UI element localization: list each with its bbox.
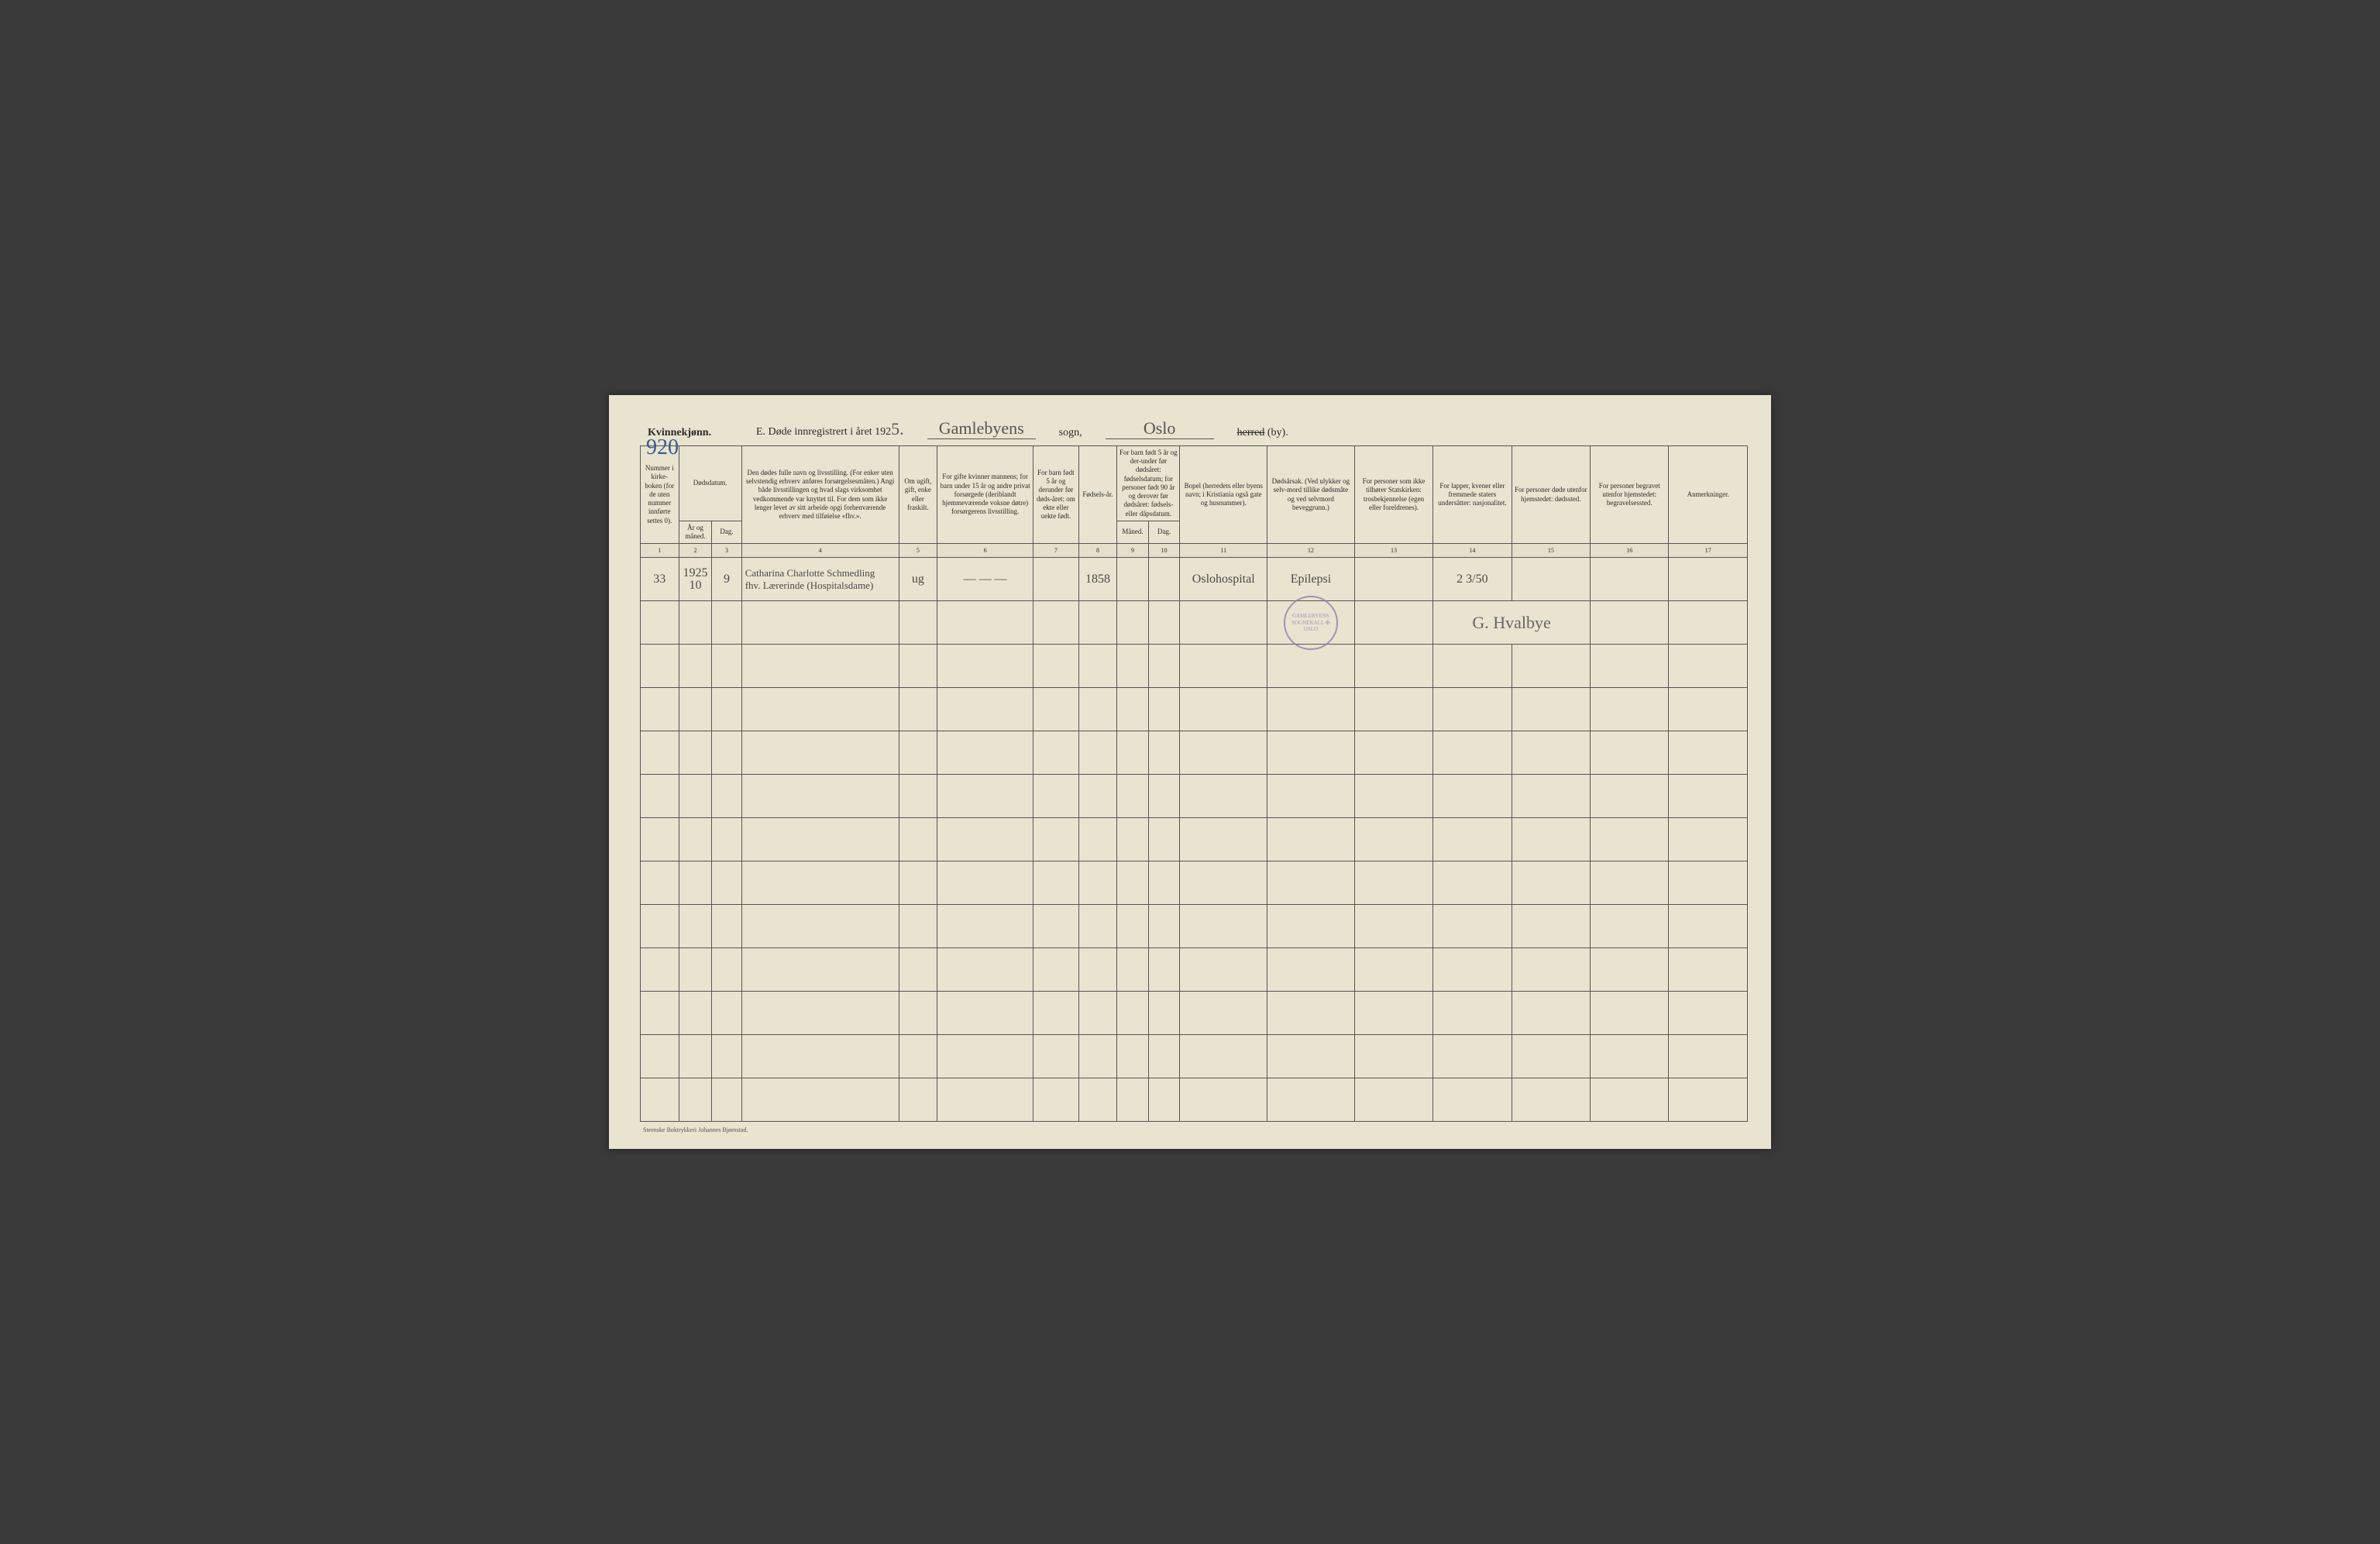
table-row: [641, 1035, 1748, 1078]
entry-number: 33: [641, 558, 679, 601]
table-row: [641, 688, 1748, 731]
table-row: [641, 818, 1748, 861]
col-header: For lapper, kvener eller fremmede stater…: [1433, 445, 1512, 544]
col-num: 9: [1117, 544, 1149, 558]
col-num: 6: [937, 544, 1034, 558]
col-num: 2: [679, 544, 712, 558]
col-header: For barn født 5 år og der-under før døds…: [1117, 445, 1180, 521]
ledger-page: Kvinnekjønn. E. Døde innregistrert i åre…: [609, 395, 1771, 1150]
entry-birth-year: 1858: [1078, 558, 1117, 601]
table-row: GAMLEBYENS SOGNEKALL ✠ OSLO G. Hvalbye: [641, 601, 1748, 645]
signature-cell: G. Hvalbye: [1433, 601, 1591, 645]
table-row: [641, 861, 1748, 905]
entry-residence: Oslohospital: [1180, 558, 1267, 601]
col-subheader: Dag.: [1148, 521, 1180, 544]
signature: G. Hvalbye: [1472, 613, 1550, 632]
table-row: [641, 1078, 1748, 1122]
entry-year: 1925: [681, 567, 710, 579]
col-subheader: Dag.: [712, 521, 741, 544]
district-label-tail: (by).: [1264, 427, 1288, 438]
district-label-strike: herred: [1237, 427, 1265, 438]
title-prefix: E. Døde innregistrert i året 192: [756, 426, 891, 438]
col-num: 1: [641, 544, 679, 558]
col-num: 7: [1034, 544, 1079, 558]
entry-birth-day: [1148, 558, 1180, 601]
col-num: 3: [712, 544, 741, 558]
table-body: 33 1925 10 9 Catharina Charlotte Schmedl…: [641, 558, 1748, 1122]
col-num: 14: [1433, 544, 1512, 558]
entry-month: 10: [681, 579, 710, 592]
col-header: For personer som ikke tilhører Statskirk…: [1354, 445, 1432, 544]
table-row: [641, 948, 1748, 992]
table-row: [641, 731, 1748, 775]
district-value: Oslo: [1106, 418, 1214, 439]
col-header: Dødsårsak. (Ved ulykker og selv-mord til…: [1267, 445, 1355, 544]
table-header: Nummer i kirke- boken (for de uten numme…: [641, 445, 1748, 558]
col-num: 12: [1267, 544, 1355, 558]
table-row: [641, 992, 1748, 1035]
parish-value: Gamlebyens: [927, 418, 1036, 439]
entry-ekte: [1034, 558, 1079, 601]
col-header: Nummer i kirke- boken (for de uten numme…: [641, 445, 679, 544]
ledger-table: Nummer i kirke- boken (for de uten numme…: [640, 445, 1748, 1123]
col-header: For gifte kvinner mannens; for barn unde…: [937, 445, 1034, 544]
col-num: 8: [1078, 544, 1117, 558]
page-number: 920: [646, 435, 679, 460]
entry-deathplace: [1512, 558, 1590, 601]
entry-nationality: 2 3/50: [1433, 558, 1512, 601]
entry-cause: Epilepsi: [1267, 558, 1355, 601]
entry-burialplace: [1591, 558, 1669, 601]
col-subheader: Måned.: [1117, 521, 1149, 544]
col-subheader: År og måned.: [679, 521, 712, 544]
col-num: 16: [1591, 544, 1669, 558]
col-num: 5: [899, 544, 937, 558]
entry-faith: [1354, 558, 1432, 601]
entry-status: ug: [899, 558, 937, 601]
col-num: 4: [741, 544, 899, 558]
parish-label: sogn,: [1059, 427, 1082, 439]
col-header: Fødsels-år.: [1078, 445, 1117, 544]
col-header: Anmerkninger.: [1669, 445, 1748, 544]
parish-stamp: GAMLEBYENS SOGNEKALL ✠ OSLO: [1284, 596, 1338, 650]
table-row: 33 1925 10 9 Catharina Charlotte Schmedl…: [641, 558, 1748, 601]
page-header: Kvinnekjønn. E. Døde innregistrert i åre…: [640, 418, 1748, 439]
entry-day: 9: [712, 558, 741, 601]
entry-name: Catharina Charlotte Schmedling fhv. Lære…: [741, 558, 899, 601]
col-header: For barn født 5 år og derunder før døds-…: [1034, 445, 1079, 544]
col-num: 11: [1180, 544, 1267, 558]
entry-guardian: — — —: [937, 558, 1034, 601]
table-row: [641, 905, 1748, 948]
entry-year-month: 1925 10: [679, 558, 712, 601]
col-num: 13: [1354, 544, 1432, 558]
stamp-cell: GAMLEBYENS SOGNEKALL ✠ OSLO: [1267, 601, 1355, 645]
col-num: 15: [1512, 544, 1590, 558]
district-label: herred (by).: [1237, 427, 1288, 439]
table-row: [641, 645, 1748, 688]
entry-remarks: [1669, 558, 1748, 601]
col-header: Dødsdatum.: [679, 445, 741, 521]
col-header: Bopel (herredets eller byens navn; i Kri…: [1180, 445, 1267, 544]
col-header: For personer begravet utenfor hjemstedet…: [1591, 445, 1669, 544]
col-num: 10: [1148, 544, 1180, 558]
title: E. Døde innregistrert i året 1925.: [756, 419, 904, 439]
entry-birth-month: [1117, 558, 1149, 601]
printer-credit: Steenske Boktrykkeri Johannes Bjørnstad.: [640, 1126, 1748, 1133]
col-header: For personer døde utenfor hjemstedet: dø…: [1512, 445, 1590, 544]
year-suffix: 5.: [891, 419, 904, 438]
table-row: [641, 775, 1748, 818]
col-header: Den dødes fulle navn og livsstilling. (F…: [741, 445, 899, 544]
col-header: Om ugift, gift, enke eller fraskilt.: [899, 445, 937, 544]
col-num: 17: [1669, 544, 1748, 558]
